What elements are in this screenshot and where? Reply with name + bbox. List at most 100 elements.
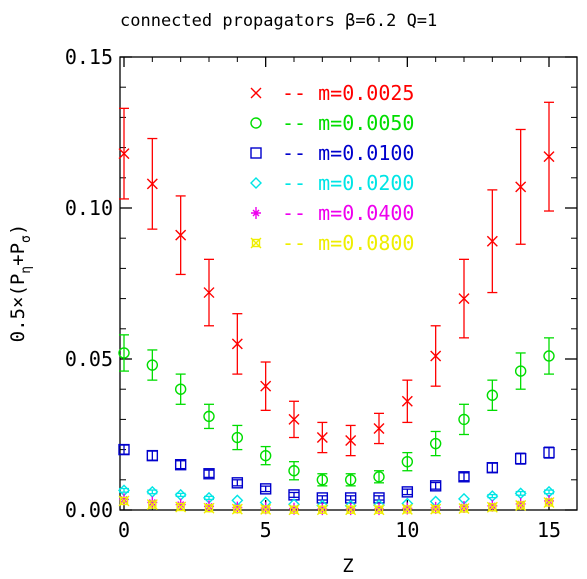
square-marker: [514, 452, 527, 465]
square-star-marker: [251, 238, 261, 248]
y-axis-label: 0.5×(Pη+Pσ): [7, 224, 34, 343]
circle-marker: [373, 471, 385, 483]
star-marker: [175, 498, 186, 511]
square-marker: [344, 492, 357, 504]
circle-marker: [203, 410, 215, 423]
star-marker: [260, 502, 271, 515]
circle-marker: [401, 455, 414, 468]
circle-marker: [429, 437, 442, 450]
square-star-marker-cross: [430, 503, 442, 515]
legend-label: -- m=0.0050: [282, 111, 414, 135]
circle-marker: [231, 431, 244, 444]
square-star-marker: [318, 505, 327, 514]
series-m=0.0025: [118, 101, 555, 457]
circle-marker: [146, 359, 159, 371]
square-star-marker: [488, 503, 497, 512]
circle-marker: [118, 347, 130, 359]
legend-label: -- m=0.0800: [282, 231, 414, 255]
square-marker: [543, 446, 555, 459]
square-star-marker: [204, 503, 214, 513]
legend-label: -- m=0.0400: [282, 201, 414, 225]
x-marker: [373, 422, 385, 434]
x-marker: [486, 235, 498, 247]
y-tick-label: 0.00: [65, 498, 113, 522]
star-marker: [515, 497, 526, 510]
star-marker: [430, 501, 441, 514]
square-star-marker: [346, 505, 355, 514]
series-layer: [118, 101, 555, 516]
x-marker: [146, 178, 158, 190]
square-star-marker-cross: [458, 502, 470, 514]
x-marker: [458, 293, 470, 305]
x-marker: [175, 229, 187, 241]
circle-marker: [174, 383, 187, 395]
star-marker: [544, 494, 554, 507]
y-label-base: 0.5×(P: [7, 274, 29, 343]
square-star-marker: [233, 504, 242, 514]
square-star-marker-cross: [486, 501, 498, 513]
circle-marker: [486, 389, 499, 401]
x-tick-label: 10: [395, 518, 419, 542]
x-marker: [515, 181, 527, 193]
square-star-marker: [289, 505, 299, 514]
x-marker: [430, 350, 442, 362]
square-star-marker-cross: [146, 499, 158, 511]
y-tick-label: 0.05: [65, 347, 113, 371]
legend-label: -- m=0.0100: [282, 141, 414, 165]
square-marker: [118, 443, 130, 456]
square-star-marker-cross: [203, 502, 215, 514]
x-marker: [260, 380, 272, 392]
circle-marker: [288, 465, 300, 477]
x-axis-label: Z: [342, 555, 353, 577]
legend-label: -- m=0.0200: [282, 171, 414, 195]
y-tick-label: 0.15: [65, 45, 113, 69]
square-marker: [401, 486, 414, 498]
star-marker: [487, 499, 498, 512]
series-m=0.0050: [118, 334, 555, 487]
square-star-marker-cross: [175, 501, 187, 513]
square-marker: [458, 471, 470, 483]
square-star-marker-cross: [316, 504, 328, 516]
square-star-marker-cross: [543, 496, 555, 508]
square-marker: [174, 459, 187, 471]
star-marker: [147, 496, 158, 509]
square-star-marker: [431, 504, 440, 514]
x-marker: [316, 432, 328, 444]
square-star-marker-cross: [373, 504, 385, 516]
x-marker: [288, 413, 300, 425]
x-tick-label: 5: [260, 518, 272, 542]
diamond-marker: [250, 177, 262, 189]
square-star-marker: [119, 496, 129, 506]
square-marker: [203, 468, 215, 480]
square-star-marker: [148, 500, 157, 509]
square-marker: [250, 147, 262, 159]
chart-title: connected propagators β=6.2 Q=1: [120, 11, 437, 31]
square-marker: [231, 477, 244, 489]
circle-marker: [316, 474, 329, 486]
square-marker: [429, 480, 442, 492]
square-star-marker: [403, 505, 412, 514]
plot-frame: [119, 56, 578, 511]
square-star-marker: [459, 504, 469, 513]
y-tick-label: 0.10: [65, 196, 113, 220]
square-star-marker: [544, 498, 554, 507]
x-marker: [543, 151, 555, 163]
square-star-marker: [516, 501, 525, 510]
square-star-marker-cross: [345, 504, 357, 516]
square-star-marker-cross: [250, 237, 262, 249]
square-star-marker-cross: [260, 503, 272, 515]
square-star-marker-cross: [288, 504, 300, 516]
series-m=0.0100: [118, 443, 555, 504]
x-marker: [250, 87, 262, 99]
y-label-end: ): [7, 224, 29, 235]
x-marker: [118, 148, 130, 160]
legend: -- m=0.0025 -- m=0.0050 -- m=0.0100 -- m=0.…: [250, 81, 414, 255]
star-marker: [459, 500, 469, 513]
x-tick-label: 0: [118, 518, 130, 542]
y-label-sub-sigma: σ: [19, 235, 34, 243]
circle-marker: [543, 350, 555, 362]
square-marker: [316, 492, 329, 504]
square-marker: [373, 492, 385, 504]
star-marker: [232, 501, 243, 514]
